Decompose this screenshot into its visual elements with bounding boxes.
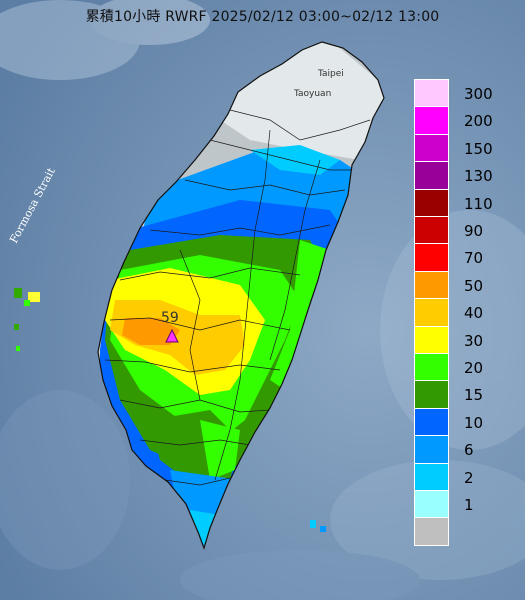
legend-label: 6 [464, 441, 474, 460]
legend-label: 2 [464, 468, 474, 487]
legend-swatch [414, 490, 449, 519]
legend-label: 110 [464, 194, 493, 213]
county-boundaries [104, 109, 371, 486]
legend-label: 70 [464, 249, 484, 268]
legend-swatch [414, 380, 449, 409]
legend-label: 10 [464, 413, 484, 432]
legend-label: 40 [464, 304, 484, 323]
legend-label: 300 [464, 85, 493, 103]
legend-swatch [414, 270, 449, 300]
legend-label: 1 [464, 496, 474, 514]
legend-swatch [414, 353, 449, 382]
legend-swatch [414, 79, 449, 108]
max-rainfall-value: 59 [161, 310, 179, 326]
legend-swatch [414, 243, 449, 272]
legend-label: 30 [464, 331, 484, 350]
legend-label: 200 [464, 112, 493, 131]
legend-label: 20 [464, 359, 484, 377]
legend-label: 50 [464, 276, 484, 295]
max-rainfall-triangle-icon[interactable] [165, 328, 179, 343]
legend-swatch [414, 435, 449, 464]
legend-swatch [414, 161, 449, 190]
city-label-taipei: Taipei [317, 69, 344, 79]
legend-swatch [414, 517, 449, 546]
city-label-taoyuan: Taoyuan [293, 89, 331, 99]
legend-swatch [414, 188, 449, 217]
legend-swatch [414, 216, 449, 245]
legend-swatch [414, 106, 449, 135]
legend-swatch [414, 133, 449, 163]
legend-label: 15 [464, 386, 484, 405]
legend-label: 150 [464, 139, 493, 158]
legend-swatch [414, 325, 449, 354]
legend-label: 90 [464, 222, 484, 240]
legend-swatch [414, 407, 449, 437]
map-title: 累積10小時 RWRF 2025/02/12 03:00~02/12 13:00 [85, 9, 440, 25]
legend-swatch [414, 298, 449, 327]
penghu-islands [14, 288, 326, 532]
legend-swatch [414, 462, 449, 491]
legend-label: 130 [464, 167, 493, 186]
